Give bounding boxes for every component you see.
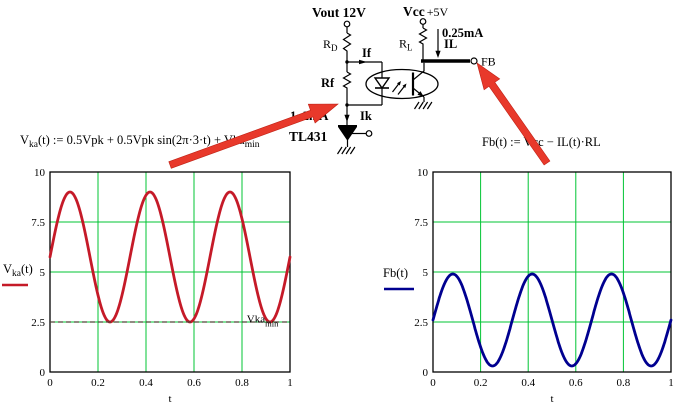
vout-terminal (343, 20, 351, 28)
chart-fb: 0 2.5 5 7.5 10 0 0.2 0.4 0.6 0.8 1 t Fb(t) (383, 167, 674, 405)
y-tick-label: 5 (423, 267, 429, 279)
fb-terminal (470, 57, 478, 65)
y-tick-label: 2.5 (31, 317, 45, 329)
y-tick-label: 10 (34, 167, 46, 179)
y-tick-label: 10 (417, 167, 429, 179)
x-tick-label: 1 (668, 377, 674, 389)
ik-arrowhead (344, 114, 350, 122)
formula-vka: Vka(t) := 0.5Vpk + 0.5Vpk sin(2π·3·t) + … (20, 133, 260, 150)
tl431-symbol (338, 127, 357, 141)
x-tick-label: 1 (287, 377, 293, 389)
light-arrowhead (402, 83, 407, 88)
x-tick-label: 0.8 (617, 377, 631, 389)
legend-label: Fb(t) (383, 266, 408, 280)
x-tick-label: 0.6 (187, 377, 201, 389)
y-tick-label: 0 (40, 367, 46, 379)
y-tick-label: 2.5 (414, 317, 428, 329)
light-arrowhead (397, 81, 401, 86)
emitter-arrowhead (417, 91, 424, 97)
tl431-ref-terminal (365, 130, 373, 137)
ground-icon (336, 146, 356, 155)
vcc-terminal (419, 18, 427, 25)
trace-Vka (48, 190, 292, 324)
resistor-rd (342, 32, 352, 53)
x-tick-label: 0.4 (139, 377, 153, 389)
x-tick-label: 0.6 (569, 377, 583, 389)
ik-label: Ik (360, 109, 372, 123)
rf-label: Rf (321, 76, 335, 90)
rl-label: RL (399, 37, 413, 53)
x-tick-label: 0.8 (235, 377, 249, 389)
resistor-rf (342, 71, 352, 90)
plot-frame (432, 171, 672, 373)
tl431-label: TL431 (289, 129, 328, 144)
x-axis-title: t (168, 393, 171, 405)
x-tick-label: 0 (430, 377, 436, 389)
ground-icon (413, 101, 433, 110)
legend-label: Vka(t) (3, 262, 33, 279)
formula-fb: Fb(t) := Vcc − IL(t)·RL (482, 135, 601, 149)
light-arrows-icon (392, 81, 407, 95)
il-value-label: 0.25mA (442, 26, 483, 40)
x-tick-label: 0.2 (474, 377, 488, 389)
il-arrowhead (435, 50, 441, 58)
y-tick-label: 7.5 (31, 217, 45, 229)
red-annotation-arrow-right (476, 62, 551, 166)
il-label: IL (444, 37, 457, 51)
plot-frame (49, 171, 291, 373)
y-tick-label: 0 (423, 367, 429, 379)
resistor-rl (418, 27, 428, 48)
red-annotation-arrow-left (168, 103, 339, 169)
x-tick-label: 0.4 (521, 377, 535, 389)
vcc-label: Vcc +5V (403, 4, 449, 19)
y-tick-label: 7.5 (414, 217, 428, 229)
y-tick-label: 5 (40, 267, 46, 279)
trace-Fb (431, 272, 673, 368)
light-arrow (392, 83, 400, 93)
led-symbol (373, 77, 391, 90)
rd-label: RD (323, 37, 338, 53)
circuit-diagram: Vout 12V Vcc +5V RD If RL 0.25mA IL FB Rf… (289, 4, 496, 155)
vout-label: Vout 12V (312, 5, 366, 20)
x-axis-title: t (550, 393, 553, 405)
optocoupler-body (365, 68, 439, 100)
light-arrow (397, 85, 405, 95)
x-tick-label: 0.2 (91, 377, 105, 389)
transistor-collector (412, 62, 425, 81)
fb-label: FB (481, 55, 496, 69)
if-current-arrowhead (359, 59, 367, 65)
if-label: If (362, 46, 372, 60)
trace-annotation: Vkamin (247, 314, 279, 329)
chart-vka: 0 2.5 5 7.5 10 0 0.2 0.4 0.6 0.8 1 t Vkamin Vka(t) (2, 167, 293, 405)
x-tick-label: 0 (47, 377, 53, 389)
